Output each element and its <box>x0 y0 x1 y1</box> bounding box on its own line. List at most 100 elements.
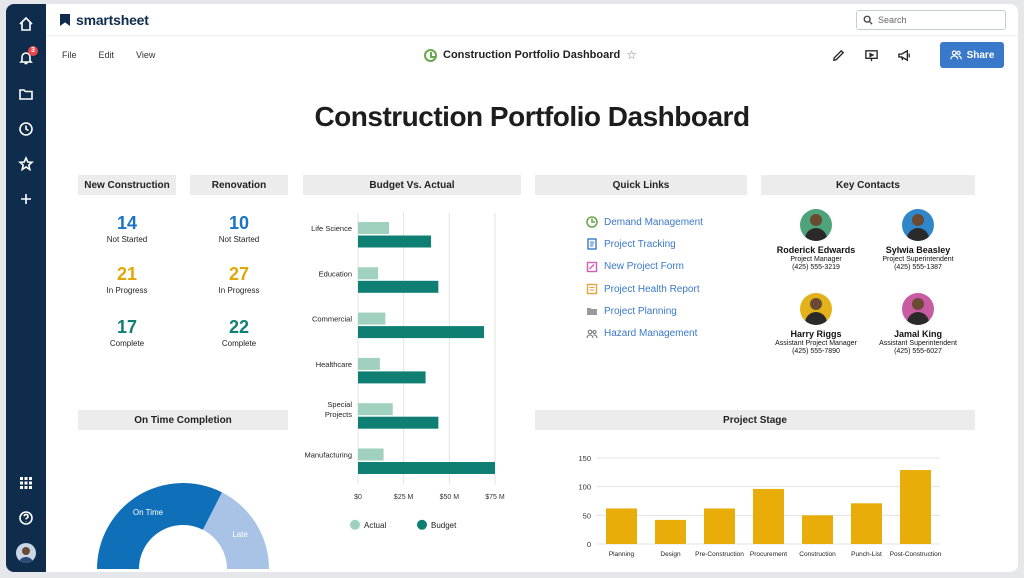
plus-icon[interactable] <box>14 187 38 211</box>
quick-links-header: Quick Links <box>535 175 747 195</box>
category-label: Commercial <box>312 315 352 324</box>
renovation-header: Renovation <box>190 175 288 195</box>
metric-value: 27 <box>228 264 250 284</box>
project-stage-header: Project Stage <box>535 410 975 430</box>
bar-budget <box>358 462 495 474</box>
bar-budget <box>358 235 432 248</box>
metric-label: In Progress <box>106 286 148 295</box>
contact-photo <box>902 293 934 325</box>
key-contacts-header: Key Contacts <box>761 175 975 195</box>
presentation-icon[interactable] <box>864 48 879 68</box>
contact-card: Jamal King Assistant Superintendent (425… <box>863 293 973 355</box>
y-tick-label: 0 <box>587 540 591 549</box>
bar-actual <box>358 267 379 280</box>
slice-late <box>202 492 269 569</box>
quick-link-item[interactable]: Hazard Management <box>586 322 703 344</box>
on-time-completion-chart: On Time Late <box>97 483 269 569</box>
x-tick-label: Punch-List <box>851 551 882 558</box>
bar-budget <box>358 280 439 293</box>
toolbar <box>831 48 912 68</box>
menu-file[interactable]: File <box>62 50 77 60</box>
slice-label: Late <box>232 530 248 539</box>
quick-link-item[interactable]: Project Health Report <box>586 278 703 300</box>
bar-actual <box>358 403 393 416</box>
bar <box>851 503 882 544</box>
share-button[interactable]: Share <box>940 42 1004 68</box>
people-icon <box>949 50 962 60</box>
home-icon[interactable] <box>14 12 38 36</box>
contact-role: Assistant Superintendent <box>879 340 957 347</box>
contact-name: Sylwia Beasley <box>885 245 951 255</box>
metric-value: 10 <box>228 213 250 233</box>
quick-links-list: Demand Management Project Tracking New P… <box>586 211 703 345</box>
folder-icon[interactable] <box>14 82 38 106</box>
contact-card: Harry Riggs Assistant Project Manager (4… <box>761 293 871 355</box>
metric-not-started: 10 Not Started <box>190 213 288 244</box>
contact-phone: (425) 555-6027 <box>894 348 942 355</box>
quick-link-label: Project Health Report <box>604 283 700 295</box>
menu-list: File Edit View <box>62 50 155 60</box>
metric-complete: 17 Complete <box>78 317 176 348</box>
app-window: 3 smartsheet Search File Edit View Const… <box>6 4 1018 572</box>
menu-view[interactable]: View <box>136 50 156 60</box>
metric-not-started: 14 Not Started <box>78 213 176 244</box>
bar-actual <box>358 222 390 234</box>
y-tick-label: 100 <box>578 483 591 492</box>
contact-photo <box>902 209 934 241</box>
quick-link-item[interactable]: Project Planning <box>586 300 703 322</box>
quick-link-item[interactable]: Project Tracking <box>586 233 703 255</box>
help-icon[interactable] <box>14 506 38 530</box>
metric-value: 21 <box>116 264 138 284</box>
menu-bar: File Edit View Construction Portfolio Da… <box>46 36 1018 76</box>
bar-budget <box>358 416 439 429</box>
contact-phone: (425) 555-7890 <box>792 348 840 355</box>
category-label: Projects <box>325 410 352 419</box>
quick-link-item[interactable]: Demand Management <box>586 211 703 233</box>
contact-photo <box>800 209 832 241</box>
x-tick-label: $50 M <box>440 494 460 501</box>
bell-icon[interactable]: 3 <box>14 46 38 70</box>
bar <box>704 508 735 544</box>
x-tick-label: Construction <box>799 551 836 558</box>
brand-logo[interactable]: smartsheet <box>60 12 149 28</box>
quick-link-label: Project Planning <box>604 305 677 317</box>
star-icon[interactable] <box>14 152 38 176</box>
form-icon <box>586 261 598 272</box>
dashboard-title: Construction Portfolio Dashboard <box>314 101 750 132</box>
metric-complete: 22 Complete <box>190 317 288 348</box>
edit-pencil-icon[interactable] <box>831 48 846 68</box>
category-label: Education <box>319 269 352 278</box>
bar <box>753 488 784 544</box>
category-label: Special <box>327 400 352 409</box>
people-icon <box>586 329 598 338</box>
left-nav-rail: 3 <box>6 4 46 572</box>
contact-phone: (425) 555-3219 <box>792 264 840 271</box>
on-time-completion-header: On Time Completion <box>78 410 288 430</box>
budget-vs-actual-header: Budget Vs. Actual <box>303 175 521 195</box>
x-tick-label: Procurement <box>750 551 787 558</box>
sheet-title: Construction Portfolio Dashboard ☆ <box>424 48 637 62</box>
legend-marker <box>417 519 427 530</box>
document-icon <box>587 238 597 251</box>
user-avatar[interactable] <box>16 543 36 563</box>
quick-link-item[interactable]: New Project Form <box>586 256 703 278</box>
clock-icon[interactable] <box>14 117 38 141</box>
x-tick-label: $0 <box>354 494 362 501</box>
metric-label: In Progress <box>218 286 260 295</box>
bar-budget <box>358 371 426 384</box>
apps-grid-icon[interactable] <box>14 471 38 495</box>
contact-role: Project Superintendent <box>882 256 954 263</box>
menu-edit[interactable]: Edit <box>98 50 115 60</box>
folder-icon <box>587 308 597 316</box>
metric-label: Complete <box>109 339 145 348</box>
megaphone-icon[interactable] <box>897 48 912 68</box>
smartsheet-logo-icon <box>60 14 70 26</box>
contact-name: Jamal King <box>893 329 942 339</box>
brand-name: smartsheet <box>76 12 149 28</box>
metric-value: 22 <box>228 317 250 337</box>
favorite-star-icon[interactable]: ☆ <box>626 48 637 62</box>
search-input[interactable]: Search <box>856 10 1006 30</box>
contact-card: Roderick Edwards Project Manager (425) 5… <box>761 209 871 271</box>
new-construction-header: New Construction <box>78 175 176 195</box>
project-stage-chart: 0 50 100 150 Planning Design Pre-Construction P… <box>578 454 941 558</box>
